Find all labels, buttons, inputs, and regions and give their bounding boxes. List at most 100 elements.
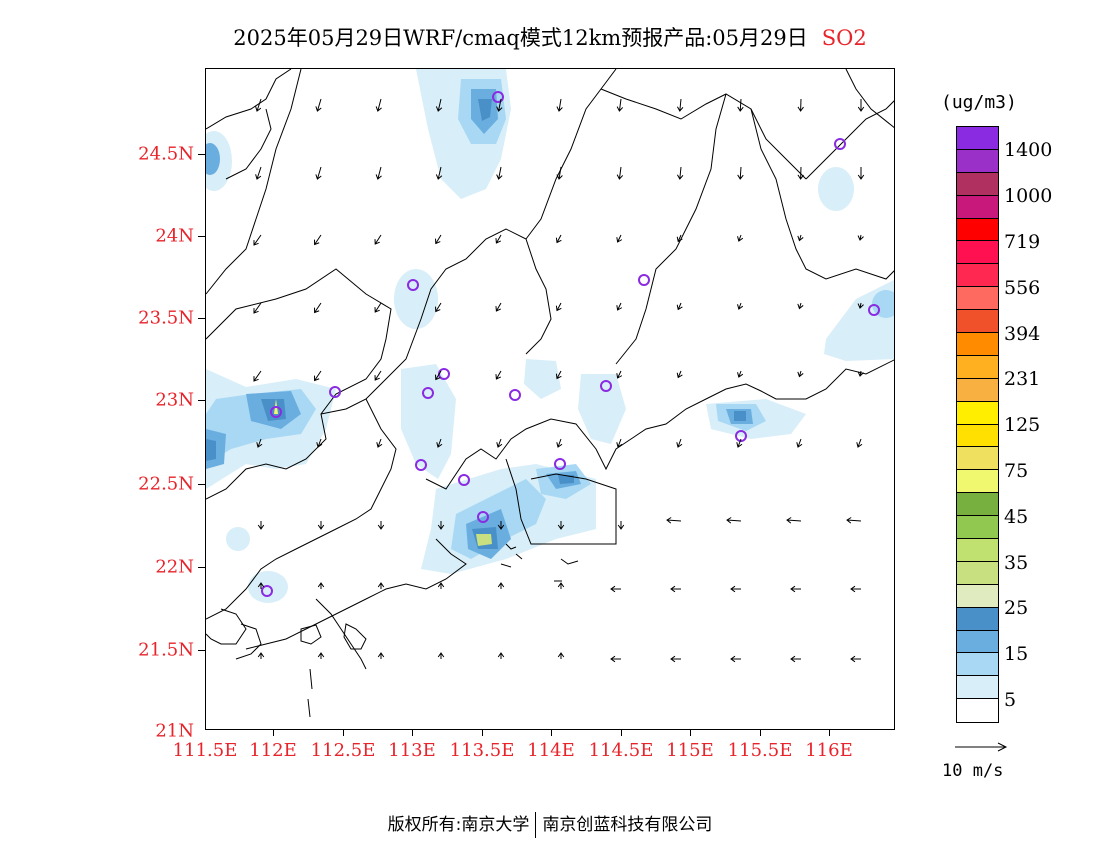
wind-arrow	[556, 98, 563, 112]
wind-arrow	[556, 166, 563, 180]
colorbar-cell	[957, 149, 998, 173]
lon-tick	[343, 730, 344, 736]
wind-arrow	[257, 652, 265, 659]
wind-arrow	[676, 302, 683, 311]
wind-arrow	[253, 234, 262, 246]
colorbar-cell	[957, 172, 998, 196]
map-title-text: 2025年05月29日WRF/cmaq模式12km预报产品:05月29日	[233, 26, 808, 50]
wind-arrow	[846, 517, 862, 524]
wind-arrow	[796, 438, 803, 448]
map-title: 2025年05月29日WRF/cmaq模式12km预报产品:05月29日 SO2	[0, 22, 1100, 52]
wind-arrow	[737, 370, 744, 378]
wind-arrow	[314, 234, 322, 246]
wind-arrow	[434, 234, 442, 245]
colorbar-label: 75	[1004, 460, 1029, 482]
colorbar-cell	[957, 310, 998, 334]
wind-arrow	[676, 98, 684, 112]
lon-label-115-5e: 115.5E	[727, 740, 793, 761]
lon-tick	[829, 730, 830, 736]
copyright-left: 版权所有:南京大学	[387, 815, 530, 835]
wind-reference-label: 10 m/s	[942, 761, 1004, 781]
wind-arrow	[557, 521, 565, 530]
colorbar-label: 556	[1004, 276, 1041, 299]
colorbar-unit: (ug/m3)	[941, 92, 1017, 113]
lat-tick	[198, 318, 205, 319]
colorbar-cell	[957, 218, 998, 242]
wind-arrow	[495, 234, 502, 244]
colorbar-cell	[957, 127, 998, 150]
wind-arrow	[317, 652, 325, 659]
wind-arrow	[495, 370, 502, 380]
wind-arrow	[255, 166, 262, 180]
wind-arrow	[730, 585, 741, 593]
wind-arrow	[857, 99, 865, 112]
lat-label-24n: 24N	[155, 225, 194, 247]
wind-arrow	[790, 585, 801, 593]
wind-arrow	[436, 438, 443, 448]
wind-arrow	[374, 370, 382, 381]
lat-tick	[198, 567, 205, 568]
lon-label-112e: 112E	[249, 740, 297, 761]
wind-arrow	[736, 438, 743, 448]
wind-arrow	[497, 582, 505, 589]
wind-arrow	[317, 521, 325, 530]
wind-arrow	[257, 521, 265, 530]
wind-arrow	[676, 234, 683, 243]
wind-arrow	[434, 370, 442, 381]
wind-arrow	[857, 234, 864, 241]
colorbar-cell	[957, 355, 998, 379]
colorbar-cell	[957, 333, 998, 356]
so2-concentration-fill	[206, 69, 894, 603]
wind-arrow	[786, 517, 802, 524]
wind-arrow	[497, 652, 505, 659]
wind-arrow	[257, 582, 265, 589]
wind-arrow	[797, 166, 804, 180]
colorbar-label: 125	[1004, 414, 1041, 437]
wind-arrow	[610, 655, 621, 663]
wind-arrow	[616, 438, 623, 448]
wind-arrow	[737, 234, 744, 242]
wind-arrow	[616, 302, 623, 311]
wind-vectors	[253, 98, 865, 663]
colorbar-cell	[957, 424, 998, 448]
wind-arrow	[856, 438, 863, 448]
colorbar-cell	[957, 401, 998, 425]
wind-arrow	[857, 167, 865, 180]
colorbar-label: 394	[1004, 322, 1041, 345]
lon-tick	[690, 730, 691, 736]
wind-arrow	[857, 370, 864, 377]
colorbar-label: 5	[1004, 689, 1017, 711]
lat-label-23n: 23N	[155, 389, 194, 411]
colorbar-cell	[957, 630, 998, 654]
lat-tick	[198, 236, 205, 237]
colorbar-label: 45	[1004, 505, 1029, 528]
colorbar-cell	[957, 584, 998, 608]
pollutant-species: SO2	[821, 26, 867, 50]
colorbar-cell	[957, 264, 998, 288]
wind-arrow	[676, 370, 683, 379]
footer-divider	[535, 812, 537, 838]
wind-arrow	[496, 98, 503, 112]
lat-tick	[198, 650, 205, 651]
colorbar-label: 15	[1004, 643, 1029, 666]
wind-arrow	[616, 166, 624, 180]
colorbar-cell	[957, 241, 998, 265]
wind-arrow	[670, 655, 681, 663]
wind-arrow	[374, 302, 382, 313]
colorbar-label: 231	[1004, 368, 1041, 391]
wind-arrow	[435, 98, 443, 112]
wind-arrow	[495, 302, 502, 312]
colorbar-cell	[957, 287, 998, 311]
colorbar-cell	[957, 561, 998, 585]
colorbar-cell	[957, 195, 998, 219]
wind-arrow	[375, 98, 382, 112]
wind-arrow	[374, 234, 382, 245]
lon-label-111-5e: 111.5E	[172, 740, 238, 761]
colorbar	[956, 126, 999, 724]
lon-tick	[551, 730, 552, 736]
colorbar-label: 1000	[1004, 185, 1053, 208]
wind-arrow	[253, 302, 262, 314]
colorbar-label: 25	[1004, 597, 1029, 620]
wind-arrow	[797, 234, 804, 242]
wind-arrow	[790, 655, 801, 663]
